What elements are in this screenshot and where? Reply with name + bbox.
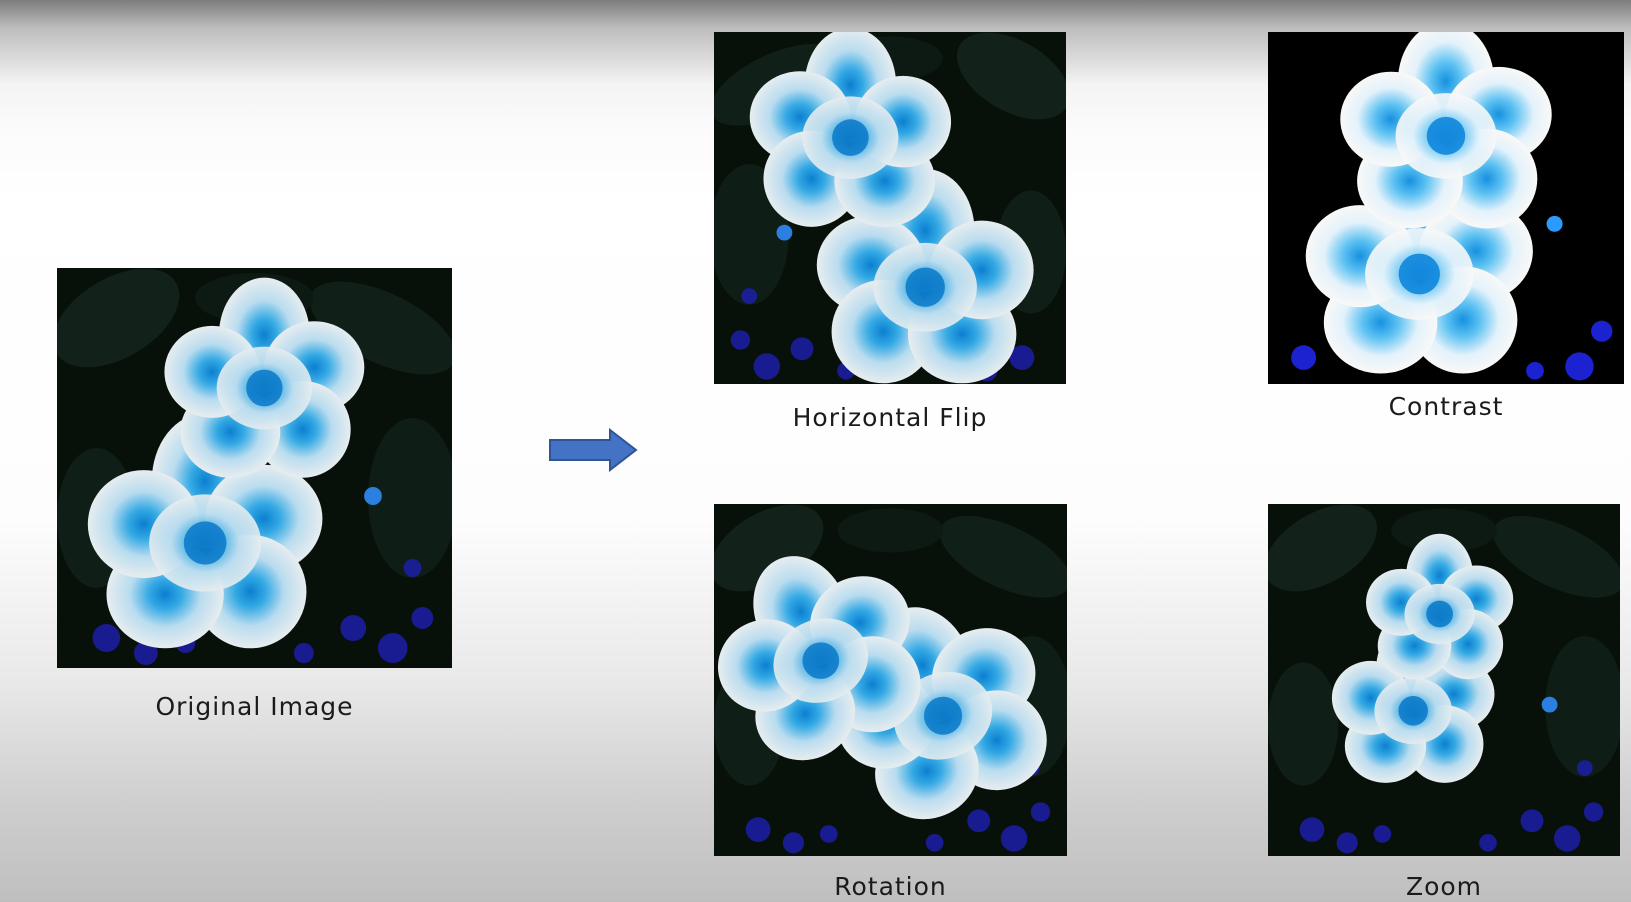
- original-image-caption: Original Image: [155, 692, 354, 721]
- zoom-image: [1268, 504, 1620, 856]
- horizontal-flip-caption: Horizontal Flip: [792, 403, 988, 432]
- original-image: [57, 268, 452, 668]
- horizontal-flip-image: [714, 32, 1066, 384]
- contrast-caption: Contrast: [1388, 392, 1504, 421]
- rotation-caption: Rotation: [834, 872, 947, 901]
- contrast-image: [1268, 32, 1624, 384]
- zoom-caption: Zoom: [1405, 872, 1483, 901]
- right-arrow-icon: [549, 428, 638, 472]
- rotation-image: [714, 504, 1067, 856]
